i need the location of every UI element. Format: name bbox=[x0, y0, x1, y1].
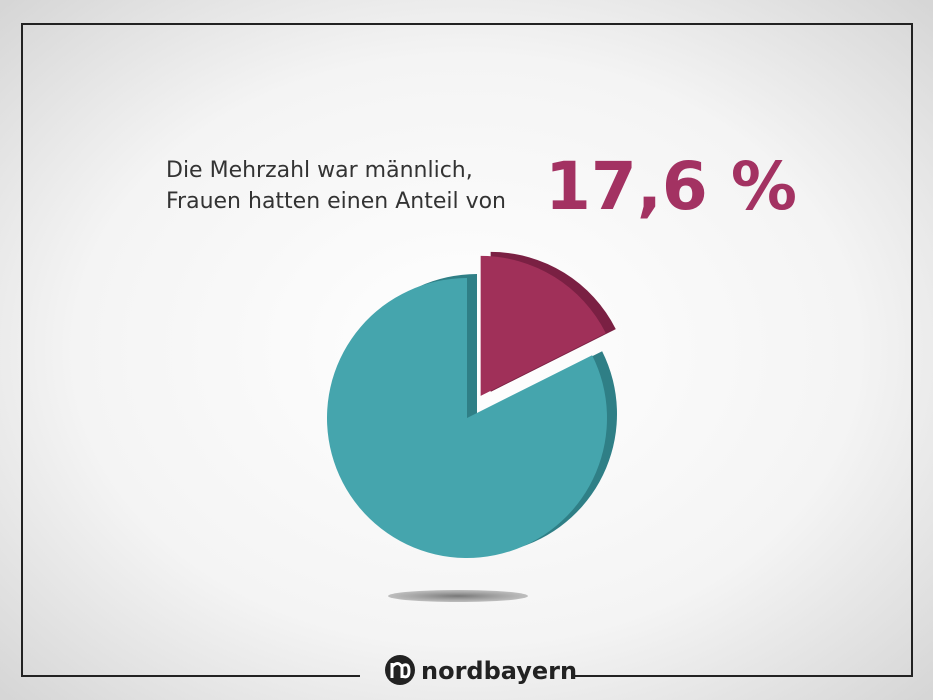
value-label: 17,6 % bbox=[545, 148, 797, 225]
frame bbox=[21, 23, 913, 677]
slice bbox=[480, 255, 606, 396]
logo-icon bbox=[385, 655, 415, 685]
pie bbox=[327, 251, 617, 558]
title-line: Die Mehrzahl war männlich, bbox=[166, 158, 473, 183]
title-line: Frauen hatten einen Anteil von bbox=[166, 189, 506, 214]
slice bbox=[327, 278, 607, 558]
logo-glyph bbox=[390, 662, 411, 679]
logo: nordbayern bbox=[385, 655, 577, 685]
brand: nordbayern bbox=[421, 657, 577, 685]
shadow bbox=[388, 590, 528, 602]
